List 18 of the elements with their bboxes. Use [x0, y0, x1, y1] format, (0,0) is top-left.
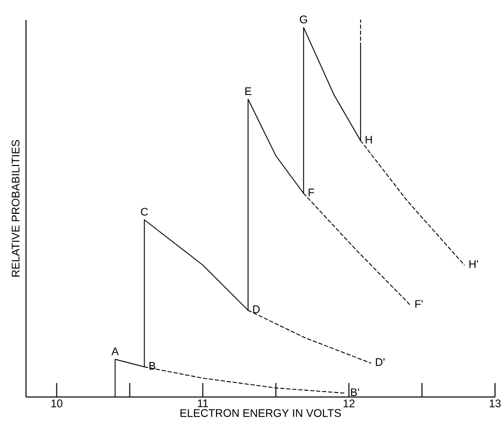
annotation: B [149, 362, 156, 370]
annotation: D [253, 306, 260, 314]
annotation: D' [376, 358, 384, 366]
annotation: H' [469, 260, 478, 268]
annotation: G [300, 16, 308, 24]
x-tick-label: 10 [51, 400, 62, 408]
y-axis-title: RELATIVE PROBABILITIES [12, 140, 20, 277]
annotation: F [308, 188, 314, 196]
annotation: H [366, 136, 372, 144]
annotation: C [140, 208, 148, 216]
annotation: F' [415, 300, 423, 308]
x-tick-label: 13 [490, 400, 501, 408]
x-tick-label: 12 [344, 400, 354, 408]
annotation: E [245, 87, 252, 95]
annotation: B' [351, 388, 360, 396]
annotation: A [111, 348, 119, 356]
x-tick-label: 11 [198, 400, 208, 408]
x-axis-title: ELECTRON ENERGY IN VOLTS [180, 409, 341, 417]
